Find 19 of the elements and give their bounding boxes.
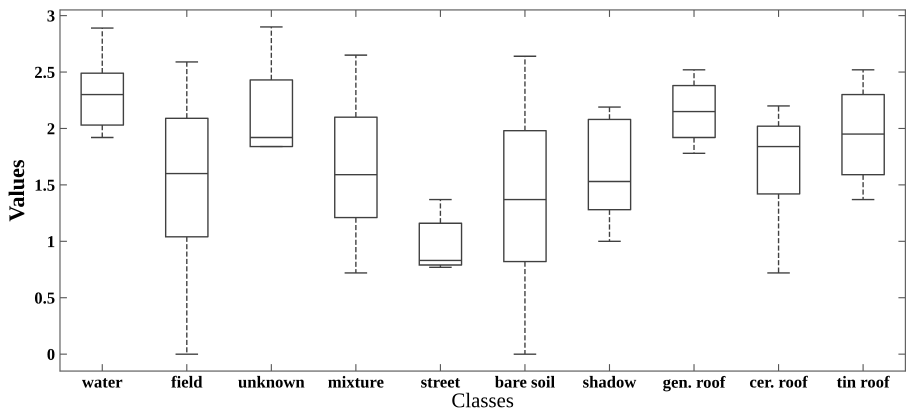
x-tick-label: shadow xyxy=(583,376,636,388)
x-tick-label: gen. roof xyxy=(663,376,726,392)
y-tick-label: 3 xyxy=(47,10,55,22)
x-axis-title: Classes xyxy=(452,392,514,408)
y-axis-title: Values xyxy=(8,160,24,222)
y-tick-label: 0.5 xyxy=(34,292,55,304)
x-tick-label: cer. roof xyxy=(750,376,808,388)
x-tick-label: tin roof xyxy=(836,376,890,388)
y-tick-label: 2 xyxy=(48,123,54,134)
x-tick-label: street xyxy=(421,378,460,388)
x-tick-label: bare soil xyxy=(494,376,555,388)
y-tick-label: 1 xyxy=(48,236,54,248)
x-tick-label: water xyxy=(82,378,122,388)
y-tick-label: 1.5 xyxy=(36,180,55,191)
y-tick-label: 2.5 xyxy=(35,66,55,78)
y-tick-label: 0 xyxy=(47,348,54,360)
x-tick-label: field xyxy=(171,376,202,388)
x-tick-label: mixture xyxy=(328,376,384,388)
x-tick-label: unknown xyxy=(238,376,304,388)
